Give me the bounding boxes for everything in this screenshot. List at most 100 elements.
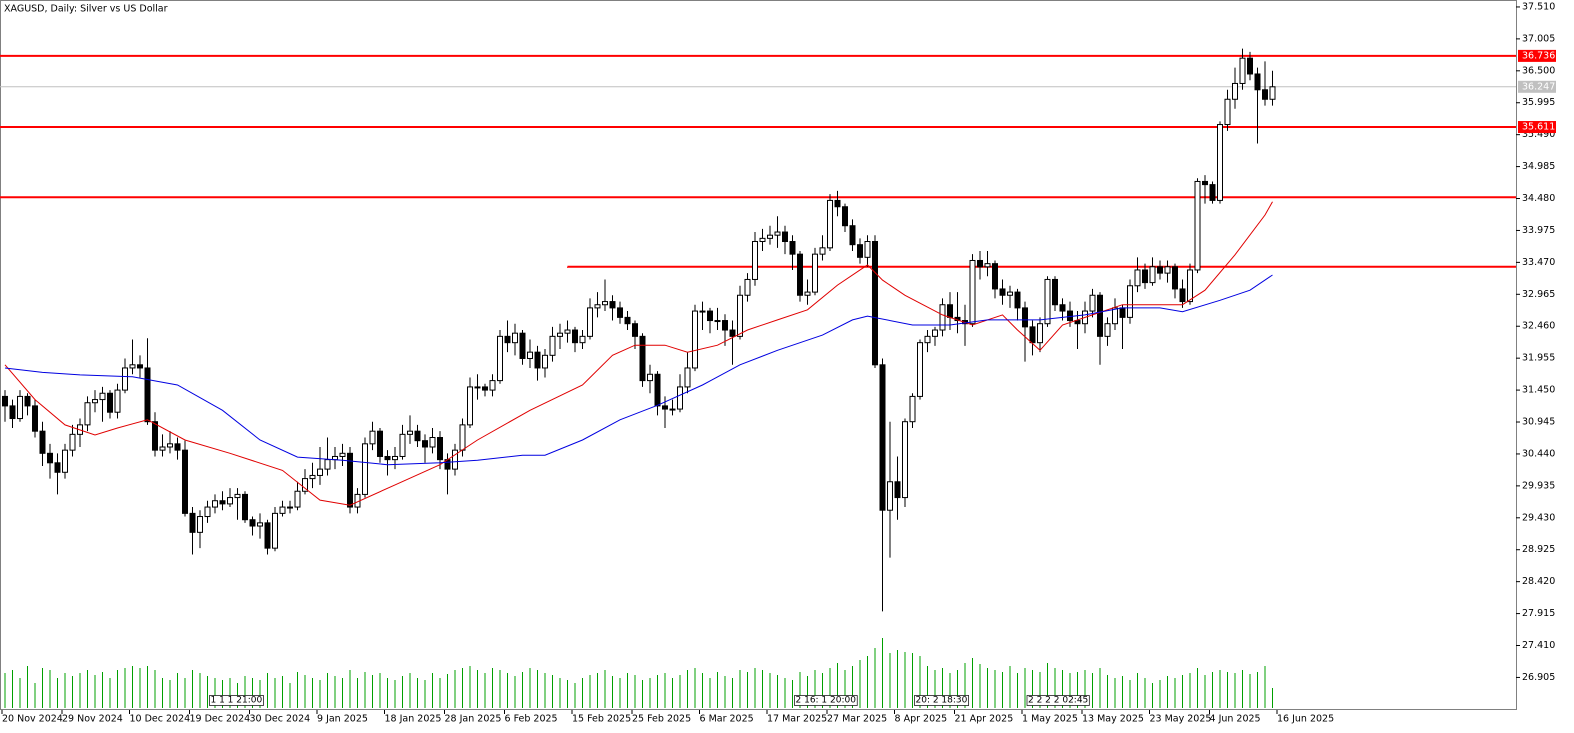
candle-body: [1254, 73, 1261, 91]
candle-body: [317, 468, 323, 476]
y-tick-label: 33.975: [1522, 225, 1555, 236]
candle-body: [99, 392, 106, 401]
x-tick-label: 18 Jan 2025: [385, 714, 442, 725]
candle-body: [1134, 269, 1141, 287]
candle-body: [1067, 310, 1073, 322]
y-tick-label: 28.420: [1522, 576, 1555, 587]
y-tick-label: 26.905: [1522, 672, 1555, 683]
candle-body: [54, 462, 61, 473]
candle-body: [2, 395, 8, 407]
candle-body: [594, 304, 601, 309]
x-tick-label: 29 Nov 2024: [62, 714, 123, 725]
candle-body: [932, 329, 938, 337]
price-tag: [1518, 121, 1556, 134]
candle-body: [564, 329, 571, 334]
candle-body: [902, 421, 908, 499]
event-marker: 1 1 1 21:00: [211, 696, 263, 706]
y-tick-label: 30.440: [1522, 448, 1555, 459]
candle-body: [587, 307, 593, 337]
candle-body: [969, 259, 976, 325]
y-tick-label: 27.410: [1522, 640, 1555, 651]
candle-body: [234, 493, 241, 499]
candle-body: [729, 329, 736, 337]
candle-body: [692, 310, 698, 369]
candle-body: [1149, 266, 1156, 284]
x-tick-label: 15 Feb 2025: [572, 714, 631, 725]
x-tick-label: 10 Dec 2024: [130, 714, 191, 725]
candle-body: [549, 335, 556, 356]
candle-body: [894, 481, 901, 499]
x-tick-label: 19 Dec 2024: [190, 714, 251, 725]
candle-body: [752, 241, 758, 280]
event-marker: 2 2 2 2 02:45: [1028, 696, 1088, 706]
candle-body: [767, 234, 773, 239]
candle-body: [39, 430, 46, 454]
candle-body: [24, 395, 31, 407]
candle-body: [1224, 98, 1231, 126]
candle-body: [1029, 326, 1036, 344]
candle-body: [797, 253, 803, 296]
candle-body: [684, 367, 691, 388]
candle-body: [1202, 180, 1208, 186]
candle-body: [1232, 82, 1238, 100]
candle-body: [1007, 291, 1013, 296]
price-tag: [1518, 80, 1556, 93]
candle-body: [264, 522, 271, 549]
x-tick-label: 16 Jun 2025: [1277, 714, 1334, 725]
event-marker: 20: 2 18:30: [916, 696, 968, 706]
candle-body: [804, 291, 811, 296]
candle-body: [452, 449, 458, 470]
x-tick-label: 13 May 2025: [1082, 714, 1144, 725]
candle-body: [429, 437, 436, 448]
candle-body: [677, 386, 683, 410]
candle-body: [1164, 266, 1171, 274]
candle-body: [159, 446, 166, 451]
candle-body: [1247, 57, 1253, 75]
candle-body: [917, 342, 923, 397]
candle-body: [347, 452, 353, 508]
event-box: [794, 695, 858, 706]
x-tick-label: 23 May 2025: [1150, 714, 1212, 725]
candle-body: [947, 304, 953, 318]
candle-body: [1262, 89, 1268, 100]
candle-body: [362, 443, 368, 495]
candle-body: [497, 335, 503, 382]
candle-body: [467, 386, 473, 426]
candle-body: [84, 402, 91, 426]
candle-body: [144, 367, 151, 423]
candle-body: [984, 263, 991, 268]
candle-body: [534, 351, 541, 369]
candle-body: [69, 433, 76, 451]
x-tick-label: 20 Nov 2024: [2, 714, 63, 725]
candle-body: [939, 304, 946, 331]
moving-average: [4, 201, 1273, 506]
y-tick-label: 35.995: [1522, 97, 1555, 108]
candle-body: [204, 506, 211, 518]
candle-body: [887, 481, 893, 511]
candle-body: [1194, 180, 1201, 271]
candle-body: [227, 497, 233, 505]
y-tick-label: 32.460: [1522, 321, 1555, 332]
candle-body: [714, 320, 721, 323]
candle-body: [392, 455, 398, 461]
candle-body: [654, 373, 661, 407]
candle-body: [9, 405, 16, 420]
candle-body: [167, 443, 173, 448]
candle-body: [174, 443, 181, 451]
candle-body: [377, 430, 383, 457]
event-box: [209, 695, 264, 706]
candle-body: [872, 241, 878, 366]
candle-body: [1074, 320, 1081, 325]
moving-average: [4, 274, 1273, 466]
candle-body: [62, 449, 68, 473]
candle-body: [782, 231, 788, 243]
candle-body: [812, 253, 818, 293]
candle-body: [459, 424, 466, 451]
candle-body: [722, 320, 728, 331]
candle-body: [152, 421, 158, 451]
candle-body: [1209, 184, 1216, 201]
candle-body: [992, 263, 998, 290]
price-tag-label: 36.736: [1522, 50, 1555, 61]
plot-frame: [0, 0, 1517, 710]
candle-body: [1112, 307, 1118, 325]
